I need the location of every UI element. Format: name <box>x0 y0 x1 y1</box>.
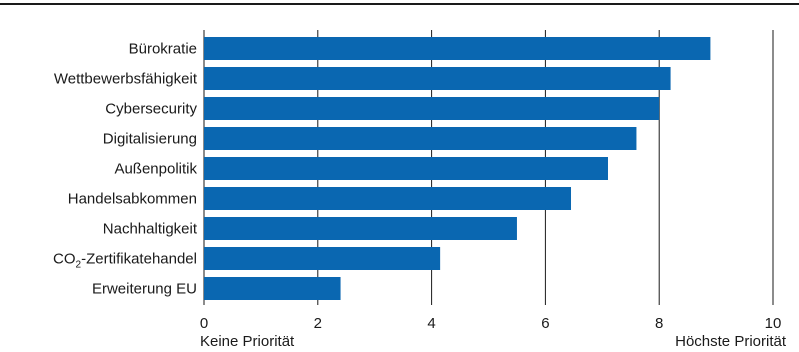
category-label: Digitalisierung <box>103 131 197 148</box>
bar <box>204 127 637 150</box>
category-label: Handelsabkommen <box>68 191 197 208</box>
bar <box>204 247 441 270</box>
category-label: Nachhaltigkeit <box>103 221 198 238</box>
category-label: Cybersecurity <box>105 101 197 118</box>
x-tick-labels: 0 2 4 6 8 10 <box>200 315 782 332</box>
x-max-label: Höchste Priorität <box>675 333 787 350</box>
category-label: CO2-Zertifikatehandel <box>53 251 197 271</box>
x-tick-label: 8 <box>655 315 663 332</box>
bar <box>204 217 517 240</box>
bar <box>204 187 572 210</box>
x-tick-label: 0 <box>200 315 208 332</box>
bar <box>204 97 660 120</box>
bar <box>204 67 671 90</box>
bar <box>204 37 711 60</box>
category-labels: Bürokratie Wettbewerbsfähigkeit Cybersecur… <box>53 41 198 298</box>
x-tick-label: 10 <box>765 315 782 332</box>
category-label: Außenpolitik <box>114 161 197 178</box>
x-min-label: Keine Priorität <box>200 333 295 350</box>
category-label: Bürokratie <box>129 41 197 58</box>
x-tick-label: 6 <box>541 315 549 332</box>
bars <box>204 37 711 300</box>
category-label: Wettbewerbsfähigkeit <box>54 71 198 88</box>
category-label: Erweiterung EU <box>92 281 197 298</box>
x-tick-label: 2 <box>314 315 322 332</box>
bar <box>204 157 608 180</box>
x-tick-label: 4 <box>427 315 435 332</box>
bar <box>204 277 341 300</box>
